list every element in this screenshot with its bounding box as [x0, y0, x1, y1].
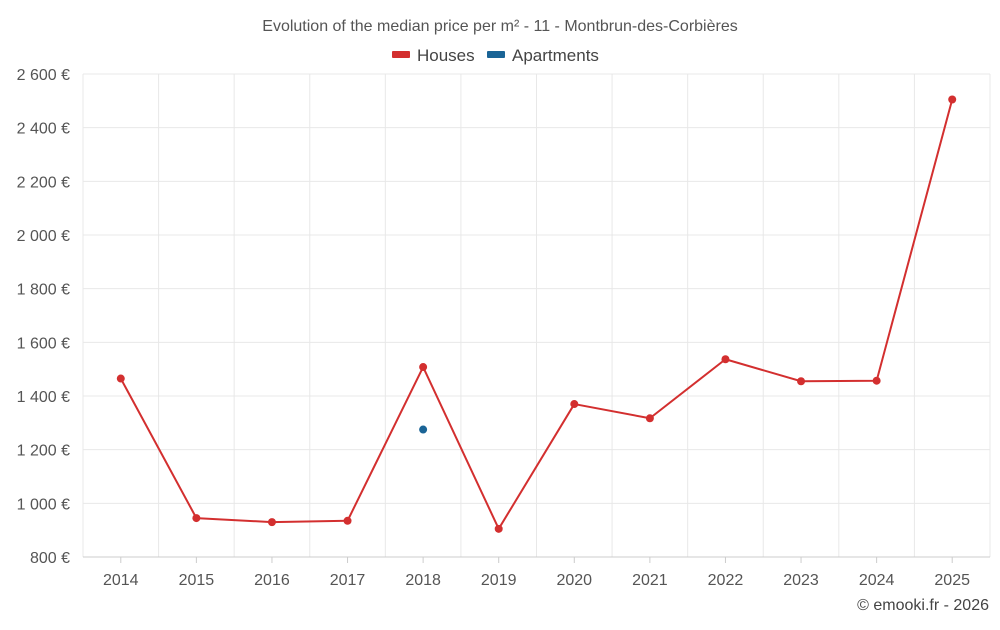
x-tick-label: 2014 [103, 572, 139, 589]
y-tick-label: 2 000 € [17, 228, 70, 245]
x-tick-label: 2016 [254, 572, 290, 589]
data-point-houses-2021[interactable] [645, 414, 654, 423]
y-tick-label: 1 400 € [17, 389, 70, 406]
y-tick-label: 1 000 € [17, 496, 70, 513]
grid [82, 73, 991, 558]
data-point-houses-2018[interactable] [419, 363, 428, 372]
y-tick-label: 2 200 € [17, 174, 70, 191]
data-point-houses-2024[interactable] [872, 376, 881, 385]
x-tick-label: 2020 [556, 572, 592, 589]
y-axis: 800 € 1 000 € 1 200 € 1 400 € 1 600 € 1 800 €… [17, 67, 70, 567]
data-point-houses-2017[interactable] [343, 516, 352, 525]
legend-swatch-houses [392, 51, 410, 58]
x-tick-label: 2015 [179, 572, 215, 589]
data-point-houses-2015[interactable] [192, 514, 201, 523]
x-tick-label: 2019 [481, 572, 517, 589]
series-houses [116, 95, 957, 533]
data-point-apartments-2018[interactable] [419, 425, 428, 434]
credit-text: © emooki.fr - 2026 [857, 597, 989, 614]
y-tick-label: 1 600 € [17, 335, 70, 352]
y-tick-label: 2 400 € [17, 121, 70, 138]
y-tick-label: 2 600 € [17, 67, 70, 84]
data-point-houses-2022[interactable] [721, 355, 730, 364]
x-tick-label: 2024 [859, 572, 895, 589]
data-point-houses-2014[interactable] [116, 374, 125, 383]
data-point-houses-2025[interactable] [948, 95, 957, 104]
chart-title: Evolution of the median price per m² - 1… [262, 18, 737, 35]
x-tick-label: 2023 [783, 572, 819, 589]
x-tick-label: 2025 [934, 572, 970, 589]
y-tick-label: 1 800 € [17, 282, 70, 299]
legend-label-houses: Houses [417, 46, 475, 65]
x-tick-label: 2022 [708, 572, 744, 589]
data-point-houses-2019[interactable] [494, 524, 503, 533]
legend-label-apartments: Apartments [512, 46, 599, 65]
series-apartments [419, 425, 428, 434]
x-tick-label: 2021 [632, 572, 668, 589]
legend-item-houses[interactable]: Houses [392, 46, 475, 65]
series-line-houses [119, 99, 954, 530]
data-point-houses-2023[interactable] [797, 377, 806, 386]
y-tick-label: 800 € [30, 550, 70, 567]
y-tick-label: 1 200 € [17, 443, 70, 460]
x-axis: 2014 2015 2016 2017 2018 2019 2020 2021 2022 2023… [83, 556, 990, 589]
legend-item-apartments[interactable]: Apartments [487, 46, 599, 65]
series [116, 95, 957, 533]
data-point-houses-2016[interactable] [267, 518, 276, 527]
x-tick-label: 2017 [330, 572, 366, 589]
x-tick-label: 2018 [405, 572, 441, 589]
legend: Houses Apartments [392, 46, 599, 65]
legend-swatch-apartments [487, 51, 505, 58]
data-point-houses-2020[interactable] [570, 400, 579, 409]
